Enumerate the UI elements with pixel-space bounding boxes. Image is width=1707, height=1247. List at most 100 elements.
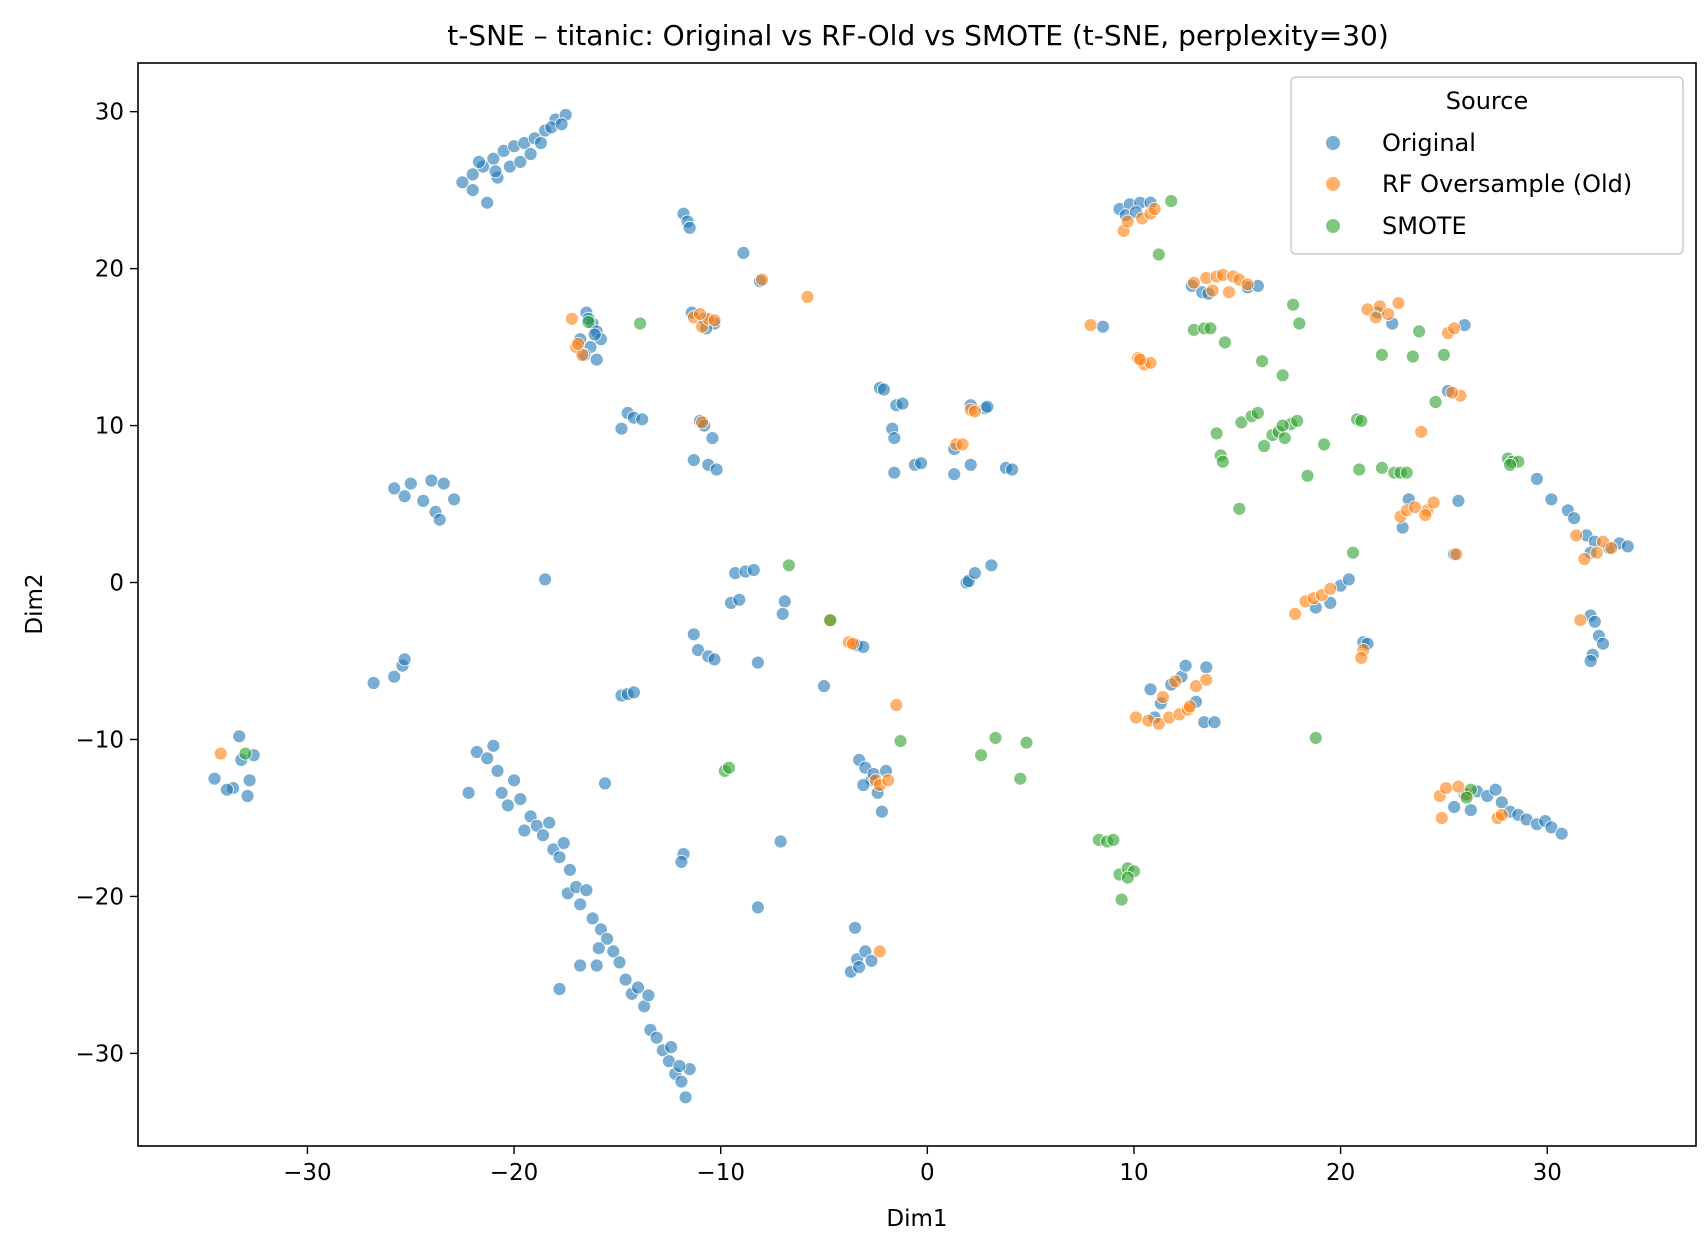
point-original [773, 834, 788, 849]
point-smote [1308, 731, 1323, 745]
legend-marker-original [1326, 136, 1340, 150]
point-original [1447, 800, 1462, 814]
point-smote [1352, 462, 1367, 477]
point-original [674, 855, 689, 869]
point-original [207, 771, 222, 786]
point-original [480, 195, 495, 210]
point-smote [823, 613, 838, 628]
x-tick-label: 30 [1533, 1160, 1562, 1186]
point-smote [1406, 349, 1420, 364]
legend-label-smote: SMOTE [1382, 212, 1467, 240]
point-original [552, 982, 567, 996]
point-smote [1286, 297, 1300, 312]
point-smote [1114, 892, 1129, 907]
legend-label-original: Original [1382, 129, 1476, 157]
point-original [751, 900, 765, 915]
point-rf-oversample [1187, 275, 1201, 290]
point-original [875, 804, 889, 819]
y-tick-label: −20 [75, 884, 124, 910]
point-rf-oversample [1189, 679, 1203, 693]
point-original [589, 958, 604, 973]
point-original [848, 920, 862, 935]
point-smote [1234, 415, 1249, 430]
x-tick-label: −30 [283, 1160, 332, 1186]
point-smote [1251, 406, 1265, 420]
point-original [705, 431, 720, 446]
x-tick-label: 20 [1326, 1160, 1355, 1186]
point-original [387, 669, 402, 684]
point-original [573, 958, 588, 973]
point-rf-oversample [872, 944, 887, 959]
point-rf-oversample [846, 636, 860, 651]
point-rf-oversample [1589, 545, 1604, 560]
point-rf-oversample [1418, 508, 1433, 522]
point-original [980, 399, 995, 414]
point-original [579, 883, 594, 898]
point-smote [1317, 437, 1331, 452]
point-original [242, 773, 257, 788]
point-original [674, 1074, 689, 1089]
point-original [471, 154, 486, 169]
point-original [649, 1030, 664, 1045]
point-rf-oversample [1368, 310, 1383, 325]
point-rf-oversample [1381, 307, 1395, 322]
point-original [585, 911, 600, 926]
points-layer [207, 107, 1635, 1105]
point-original [1596, 636, 1610, 651]
y-tick-label: −10 [75, 727, 124, 753]
point-original [397, 652, 412, 667]
point-original [416, 493, 431, 508]
point-smote [1275, 418, 1290, 433]
point-smote [633, 316, 647, 331]
point-smote [1292, 316, 1307, 331]
point-original [1096, 319, 1110, 334]
point-original [1620, 539, 1635, 554]
point-smote [1120, 870, 1135, 885]
point-smote [1209, 426, 1224, 441]
point-original [469, 745, 484, 759]
point-original [877, 382, 891, 397]
point-original [777, 594, 792, 609]
point-original [691, 643, 705, 657]
point-smote [1375, 347, 1389, 362]
y-tick-label: 0 [109, 571, 124, 597]
point-smote [722, 760, 736, 775]
point-smote [238, 746, 253, 761]
y-axis: −30 −20 −10 0 10 20 30 [75, 100, 138, 1067]
point-rf-oversample [889, 698, 904, 712]
point-rf-oversample [1151, 716, 1166, 731]
point-original [488, 164, 503, 179]
point-original [963, 457, 978, 472]
point-smote [1503, 457, 1517, 472]
point-original [606, 944, 621, 959]
point-smote [1437, 347, 1451, 362]
point-original [232, 729, 247, 744]
point-original [513, 792, 528, 806]
point-rf-oversample [1120, 214, 1135, 229]
point-original [1544, 492, 1559, 507]
point-original [627, 685, 641, 700]
point-original [968, 566, 982, 580]
point-original [598, 776, 612, 791]
point-smote [1255, 354, 1269, 369]
chart-title: t-SNE – titanic: Original vs RF-Old vs S… [447, 19, 1389, 52]
point-smote [1106, 833, 1121, 847]
point-original [573, 897, 588, 912]
point-original [775, 607, 790, 621]
point-original [1544, 820, 1559, 835]
point-rf-oversample [213, 746, 228, 761]
point-original [856, 778, 871, 792]
point-rf-oversample [571, 337, 585, 351]
point-smote [1232, 501, 1247, 516]
point-rf-oversample [1222, 285, 1236, 300]
point-rf-oversample [1414, 424, 1429, 439]
point-rf-oversample [1168, 674, 1183, 689]
point-original [554, 117, 569, 132]
point-original [403, 476, 418, 491]
point-rf-oversample [1147, 202, 1162, 216]
point-original [591, 941, 606, 956]
point-original [1587, 614, 1602, 629]
point-original [517, 823, 532, 838]
point-rf-oversample [1569, 528, 1584, 543]
